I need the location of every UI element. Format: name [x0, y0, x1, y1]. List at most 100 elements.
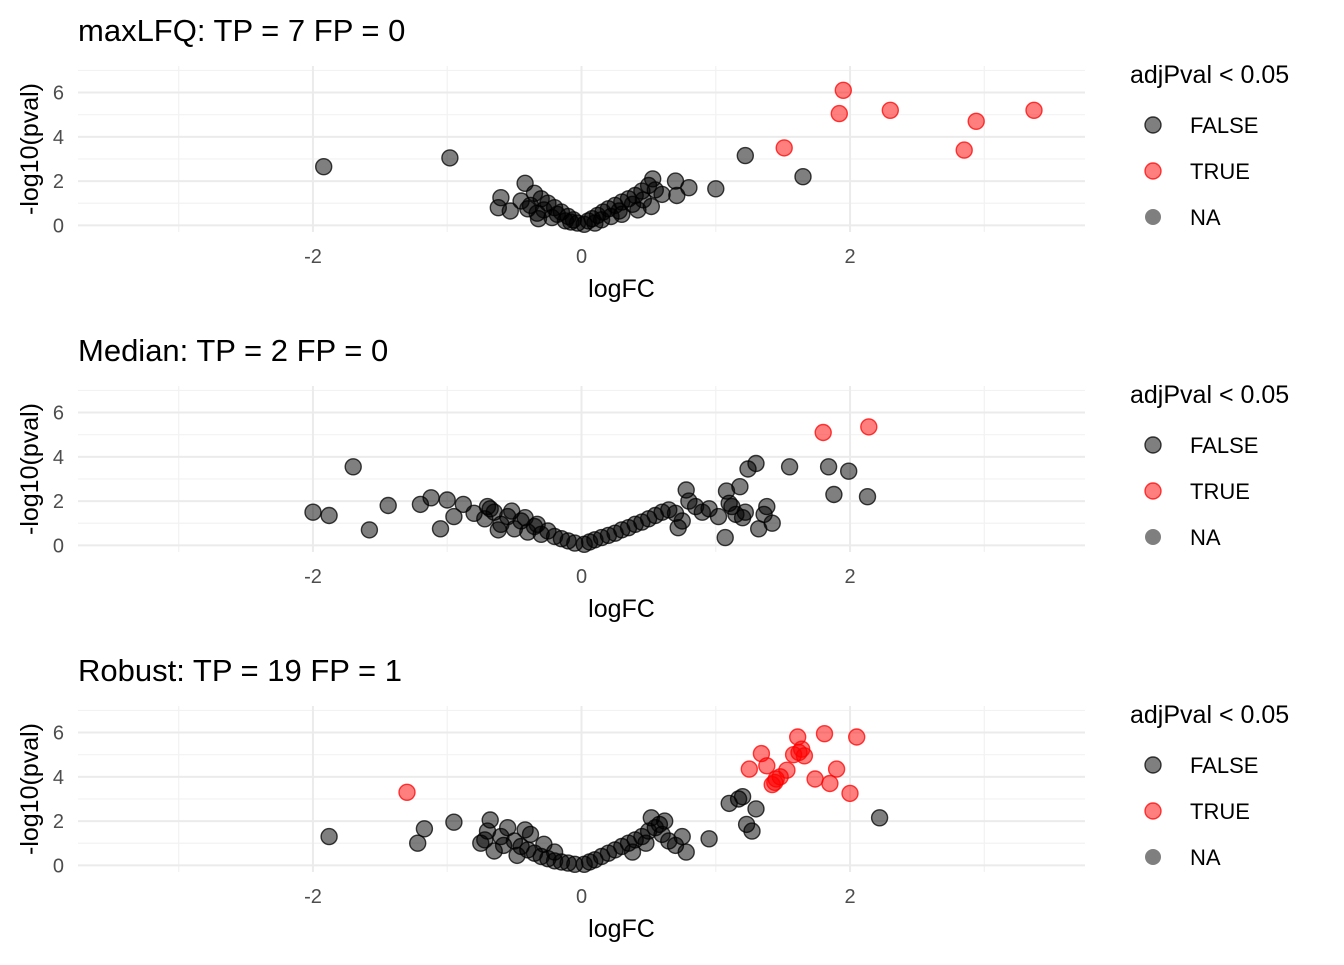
point-false — [501, 202, 519, 220]
legend-key-true — [1144, 162, 1162, 180]
point-false — [344, 458, 362, 476]
y-tick-label: 4 — [53, 127, 64, 149]
volcano-panel-2: Median: TP = 2 FP = 0 -2 0 2 0 2 4 6 logFC -log10… — [16, 333, 1289, 623]
point-false — [472, 834, 490, 852]
legend: adjPval < 0.05 FALSE TRUE NA — [1130, 701, 1289, 870]
point-false — [445, 507, 463, 526]
point-true — [830, 104, 848, 123]
point-false — [840, 462, 858, 480]
y-tick-label: 0 — [53, 855, 64, 877]
x-tick-label: 0 — [576, 566, 587, 588]
legend-title: adjPval < 0.05 — [1130, 61, 1289, 89]
point-false — [700, 830, 718, 848]
legend: adjPval < 0.05 FALSE TRUE NA — [1130, 61, 1289, 230]
point-false — [780, 458, 799, 476]
legend-key-false — [1144, 756, 1162, 774]
point-false — [673, 827, 691, 846]
point-false — [481, 811, 499, 829]
legend-key-na — [1145, 209, 1161, 225]
point-true — [834, 81, 852, 100]
point-false — [736, 503, 754, 521]
legend-title: adjPval < 0.05 — [1130, 381, 1289, 409]
y-tick-label: 6 — [53, 723, 64, 745]
point-false — [360, 521, 379, 539]
point-false — [379, 496, 397, 515]
x-tick-label: 2 — [844, 246, 855, 268]
point-false — [680, 178, 698, 197]
point-false — [634, 191, 652, 209]
point-false — [668, 186, 686, 205]
point-false — [731, 478, 749, 496]
point-false — [650, 815, 669, 834]
point-true — [814, 423, 832, 442]
point-false — [320, 827, 338, 846]
point-false — [528, 515, 546, 533]
legend-key-false — [1144, 116, 1162, 134]
point-false — [415, 820, 434, 838]
x-tick-label: 0 — [576, 246, 587, 268]
y-tick-label: 6 — [53, 403, 64, 425]
point-false — [707, 180, 725, 198]
point-true — [1025, 101, 1043, 120]
legend-key-na — [1145, 529, 1161, 545]
point-false — [529, 209, 548, 228]
point-true — [881, 101, 899, 120]
y-axis-title: -log10(pval) — [16, 83, 44, 215]
point-false — [733, 788, 752, 806]
x-axis-title: logFC — [588, 275, 655, 303]
point-false — [736, 146, 754, 165]
x-tick-label: 2 — [844, 566, 855, 588]
point-false — [653, 185, 671, 204]
point-false — [825, 485, 843, 504]
point-false — [320, 506, 338, 525]
point-false — [610, 202, 628, 220]
point-false — [489, 521, 507, 539]
volcano-panel-1: maxLFQ: TP = 7 FP = 0 -2 0 2 0 2 4 6 logFC -log10… — [16, 13, 1289, 303]
point-true — [955, 141, 973, 159]
point-false — [673, 512, 691, 530]
point-true — [821, 774, 839, 793]
x-tick-label: 2 — [844, 886, 855, 908]
point-true — [860, 418, 878, 436]
x-axis-title: logFC — [588, 595, 655, 623]
x-axis-title: logFC — [588, 915, 655, 943]
panel-title: maxLFQ: TP = 7 FP = 0 — [78, 13, 405, 48]
point-false — [508, 846, 526, 865]
point-false — [441, 149, 459, 167]
point-true — [740, 760, 758, 778]
y-axis-title: -log10(pval) — [16, 723, 44, 855]
legend-label: TRUE — [1190, 159, 1250, 184]
point-true — [758, 757, 776, 775]
legend-label: TRUE — [1190, 479, 1250, 504]
legend-label: FALSE — [1190, 113, 1258, 138]
point-false — [677, 843, 695, 861]
panel-title: Median: TP = 2 FP = 0 — [78, 333, 388, 368]
point-true — [848, 728, 866, 746]
legend-label: NA — [1190, 205, 1221, 230]
point-true — [766, 773, 784, 792]
point-false — [481, 500, 499, 518]
panel-title: Robust: TP = 19 FP = 1 — [78, 653, 402, 688]
point-false — [304, 503, 322, 521]
legend-label: TRUE — [1190, 799, 1250, 824]
point-true — [806, 770, 824, 788]
point-false — [758, 497, 776, 516]
point-false — [519, 200, 537, 218]
x-tick-label: -2 — [304, 886, 322, 908]
point-false — [516, 821, 534, 839]
point-false — [716, 528, 734, 547]
point-false — [422, 489, 440, 507]
point-false — [743, 822, 761, 840]
x-tick-label: -2 — [304, 246, 322, 268]
point-false — [445, 813, 463, 831]
y-tick-label: 2 — [53, 491, 64, 513]
legend-label: FALSE — [1190, 433, 1258, 458]
x-tick-label: 0 — [576, 886, 587, 908]
point-true — [775, 139, 793, 157]
y-tick-label: 6 — [53, 83, 64, 105]
volcano-panel-3: Robust: TP = 19 FP = 1 -2 0 2 0 2 4 6 logFC -log1… — [16, 653, 1289, 943]
legend-key-false — [1144, 436, 1162, 454]
point-true — [790, 743, 808, 762]
y-tick-label: 4 — [53, 767, 64, 789]
